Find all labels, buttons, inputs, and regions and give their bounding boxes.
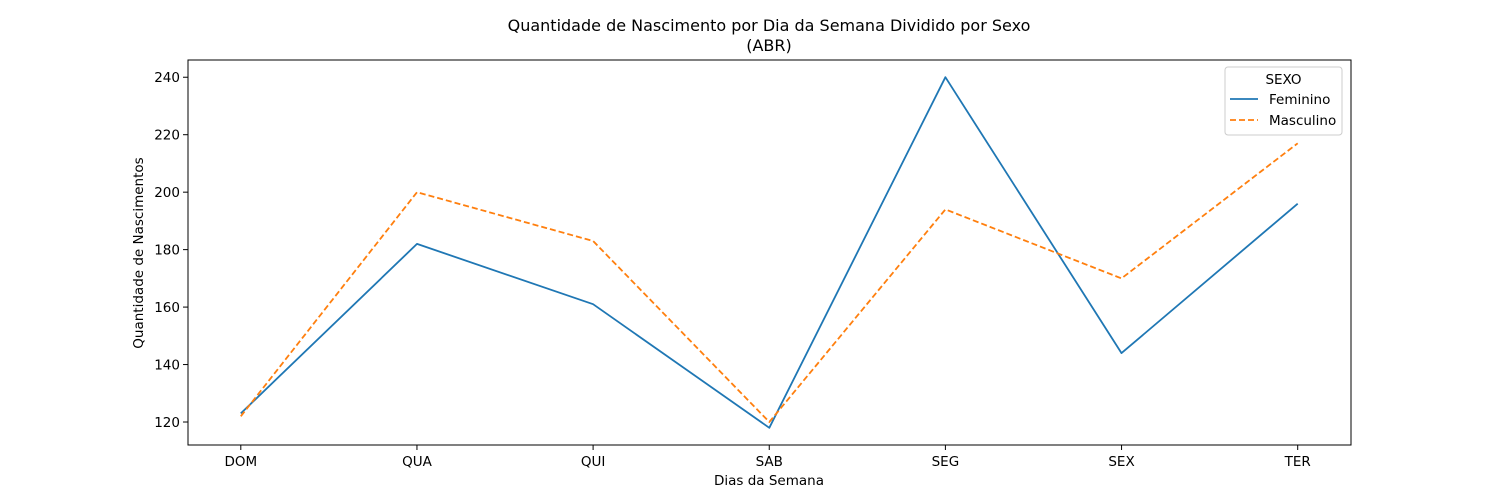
x-tick-label: QUA: [402, 454, 433, 470]
y-tick-label: 120: [154, 415, 180, 431]
y-axis-label: Quantidade de Nascimentos: [131, 157, 147, 348]
legend-label-masculino: Masculino: [1269, 113, 1336, 129]
legend: SEXO Feminino Masculino: [1224, 66, 1343, 136]
legend-title: SEXO: [1265, 72, 1301, 88]
y-tick-label: 240: [154, 70, 180, 86]
x-tick-label: SAB: [756, 454, 783, 470]
legend-box: [1224, 66, 1343, 136]
x-axis-label: Dias da Semana: [714, 473, 824, 489]
series-line-feminino: [240, 76, 1299, 429]
x-tick-label: SEX: [1108, 454, 1134, 470]
chart-title: Quantidade de Nascimento por Dia da Sema…: [508, 16, 1031, 35]
plot-area: DOM QUA QUI SAB SEG SEX TER 120 140 160 180 200 220 2…: [154, 59, 1352, 470]
y-tick-label: 180: [154, 243, 180, 259]
x-tick-label: DOM: [224, 454, 257, 470]
y-tick-label: 220: [154, 128, 180, 144]
series-line-masculino: [240, 142, 1299, 423]
y-tick-label: 160: [154, 300, 180, 316]
plot-frame: [187, 59, 1352, 446]
y-tick-label: 140: [154, 358, 180, 374]
y-tick-label: 200: [154, 185, 180, 201]
chart-subtitle: (ABR): [746, 36, 792, 55]
x-tick-label: SEG: [932, 454, 960, 470]
x-tick-label: QUI: [581, 454, 606, 470]
legend-label-feminino: Feminino: [1269, 92, 1330, 108]
x-tick-label: TER: [1284, 454, 1311, 470]
